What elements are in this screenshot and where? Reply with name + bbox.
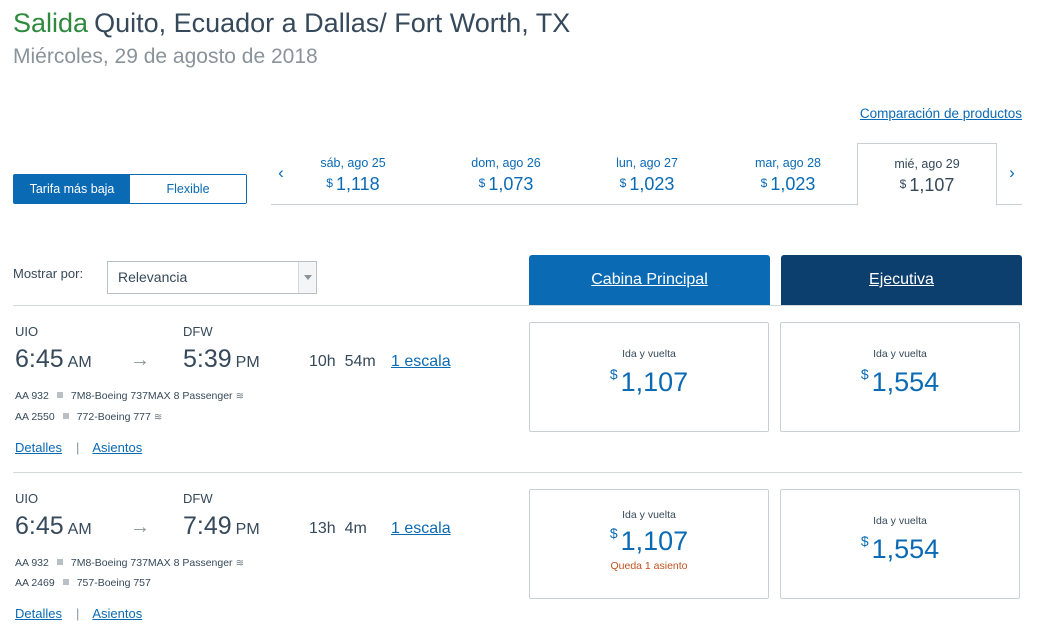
aircraft-type: 7M8-Boeing 737MAX 8 Passenger [70,390,233,402]
fare-price: $1,107 [609,366,689,397]
business-fare[interactable]: Ida y vuelta $1,554 [780,322,1020,432]
flight-leg: AA 932 7M8-Boeing 737MAX 8 Passenger ≋ [15,557,244,569]
aircraft-square-icon [56,559,63,565]
sort-label: Mostrar por: [13,266,84,281]
date-option-price: $1,023 [760,174,816,194]
flight-links: Detalles | Asientos [15,440,143,455]
origin-code: UIO [15,491,39,506]
destination-code: DFW [183,491,213,506]
aircraft-type: 772-Boeing 777 [76,411,151,423]
flight-number: AA 2550 [15,411,55,423]
seats-link[interactable]: Asientos [92,606,143,621]
date-option-day: lun, ago 27 [616,156,678,170]
tab-business-cabin-label: Ejecutiva [869,271,934,288]
flight-leg: AA 2469 757-Boeing 757 [15,577,151,589]
details-link[interactable]: Detalles [15,606,62,621]
date-option-price: $1,073 [478,174,534,194]
fare-label: Ida y vuelta [622,348,676,360]
arrow-right-icon: → [130,516,150,538]
origin-code: UIO [15,324,39,339]
flight-row: UIO DFW 6:45 AM → 5:39 PM 10h 54m 1 escala… [0,306,1041,466]
fare-price: $1,554 [860,533,940,564]
date-option[interactable]: sáb, ago 25 $1,118 [283,143,423,205]
flight-number: AA 932 [15,557,49,569]
wifi-icon: ≋ [235,391,244,402]
wifi-icon: ≋ [153,412,163,423]
flight-leg: AA 2550 772-Boeing 777 ≋ [15,411,162,423]
date-option-price: $1,107 [899,175,955,195]
fare-type-toggle: Tarifa más baja Flexible [13,174,247,204]
chevron-right-icon[interactable]: › [1009,163,1015,182]
flight-number: AA 2469 [15,577,55,589]
flight-row: UIO DFW 6:45 AM → 7:49 PM 13h 4m 1 escala … [0,473,1041,625]
details-link[interactable]: Detalles [15,440,62,455]
chevron-down-icon[interactable] [298,262,316,293]
arrow-right-icon: → [130,349,150,371]
arrival-time: 5:39 PM [183,345,260,373]
date-carousel: ‹ sáb, ago 25 $1,118 dom, ago 26 $1,073 … [271,143,1022,206]
stops-link[interactable]: 1 escala [391,353,451,370]
divider [13,305,1022,306]
flight-duration: 13h 4m [309,520,367,537]
direction-label: Salida [13,8,89,38]
sort-select[interactable]: Relevancia [107,261,317,294]
aircraft-square-icon [62,579,69,585]
date-option[interactable]: dom, ago 26 $1,073 [436,143,576,205]
departure-time: 6:45 AM [15,512,92,540]
divider [13,472,1022,473]
destination-code: DFW [183,324,213,339]
flight-links: Detalles | Asientos [15,606,143,621]
date-option-selected[interactable]: mié, ago 29 $1,107 [857,143,997,206]
wifi-icon: ≋ [235,558,244,569]
fare-price: $1,554 [860,366,940,397]
date-option-day: mié, ago 29 [894,157,960,171]
business-fare[interactable]: Ida y vuelta $1,554 [780,489,1020,599]
date-option-day: sáb, ago 25 [320,156,386,170]
aircraft-type: 7M8-Boeing 737MAX 8 Passenger [70,557,233,569]
fare-label: Ida y vuelta [873,515,927,527]
flight-leg: AA 932 7M8-Boeing 737MAX 8 Passenger ≋ [15,390,244,402]
compare-products-link[interactable]: Comparación de productos [859,106,1022,121]
date-option-day: dom, ago 26 [471,156,541,170]
seats-link[interactable]: Asientos [92,440,143,455]
flight-duration: 10h 54m [309,353,376,370]
stops-link[interactable]: 1 escala [391,520,451,537]
date-option[interactable]: lun, ago 27 $1,023 [577,143,717,205]
fare-label: Ida y vuelta [622,509,676,521]
flexible-fare-button[interactable]: Flexible [130,175,246,203]
route-label: Quito, Ecuador a Dallas/ Fort Worth, TX [94,8,571,38]
flight-number: AA 932 [15,390,49,402]
aircraft-square-icon [56,392,63,398]
date-option[interactable]: mar, ago 28 $1,023 [718,143,858,205]
main-cabin-fare[interactable]: Ida y vuelta $1,107 Queda 1 asiento [529,489,769,599]
date-option-price: $1,023 [619,174,675,194]
main-cabin-fare[interactable]: Ida y vuelta $1,107 [529,322,769,432]
page-title: Salida Quito, Ecuador a Dallas/ Fort Wort… [13,8,570,39]
lowest-fare-button[interactable]: Tarifa más baja [14,175,130,203]
date-option-day: mar, ago 28 [754,156,821,170]
travel-date: Miércoles, 29 de agosto de 2018 [13,45,318,68]
fare-price: $1,107 [609,525,689,556]
arrival-time: 7:49 PM [183,512,260,540]
aircraft-square-icon [62,413,69,419]
sort-select-value: Relevancia [118,269,188,285]
seats-left-warning: Queda 1 asiento [610,560,688,572]
aircraft-type: 757-Boeing 757 [76,577,151,589]
chevron-left-icon[interactable]: ‹ [278,163,284,182]
tab-main-cabin[interactable]: Cabina Principal [529,255,770,305]
tab-business-cabin[interactable]: Ejecutiva [781,255,1022,305]
date-option-price: $1,118 [326,174,380,194]
tab-main-cabin-label: Cabina Principal [591,271,708,288]
fare-label: Ida y vuelta [873,348,927,360]
departure-time: 6:45 AM [15,345,92,373]
